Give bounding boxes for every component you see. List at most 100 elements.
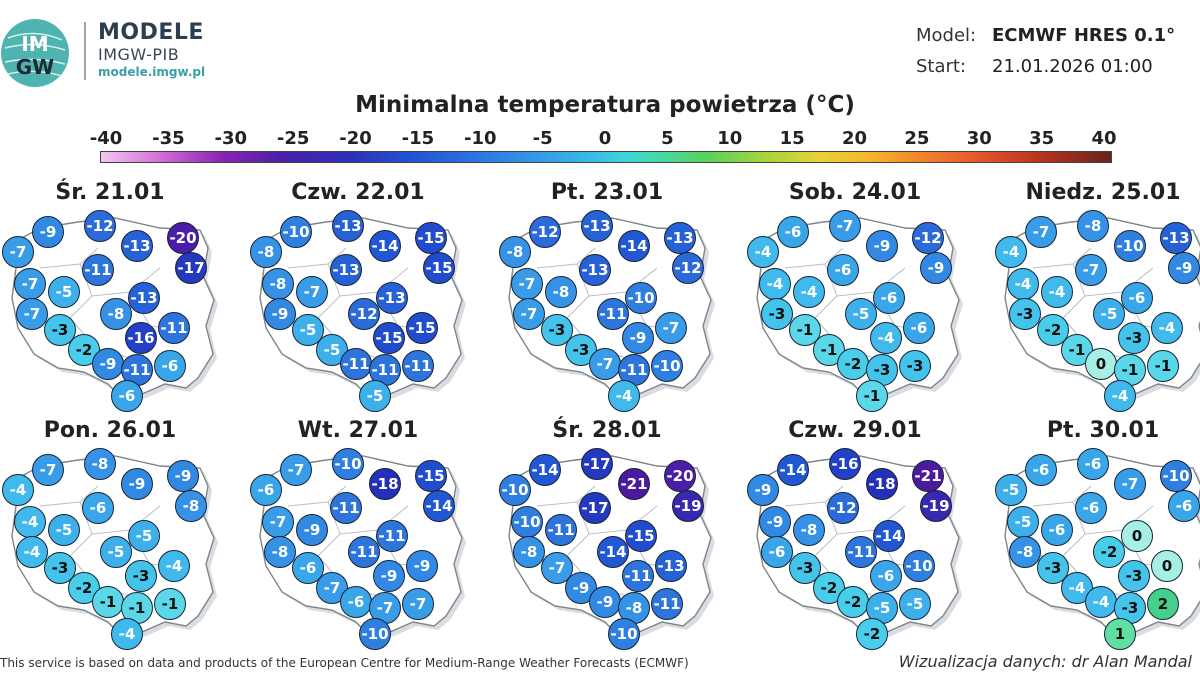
station-temperature: -10 [332,448,364,480]
station-temperature: -8 [1077,210,1109,242]
station-temperature: -11 [402,350,434,382]
station-temperature: -1 [856,380,888,412]
station-temperature: -4 [1151,312,1183,344]
colorbar-tick: 25 [904,128,930,149]
station-temperature: -5 [359,380,391,412]
station-temperature: -20 [167,222,199,254]
station-temperature: -13 [330,254,362,286]
colorbar-tick: -5 [532,128,553,149]
station-temperature: -1 [1147,350,1179,382]
station-temperature: -4 [747,236,779,268]
colorbar-tick: -35 [152,128,185,149]
panel-date: Wt. 27.01 [297,418,419,443]
forecast-panel: Pon. 26.01 -7 -8 -9 -4 -9 -8 -6 -4 -5 -5 -4 -5 -3 -3 -4… [0,418,240,658]
station-temperature: -14 [777,454,809,486]
station-temperature: -3 [1114,592,1146,624]
station-temperature: -5 [48,276,80,308]
station-temperature: -6 [111,380,143,412]
station-temperature: -4 [793,276,825,308]
station-temperature: -4 [1085,586,1117,618]
station-temperature: -21 [912,460,944,492]
station-temperature: -6 [340,586,372,618]
panel-date: Niedz. 25.01 [1025,180,1181,205]
colorbar-tick: 15 [779,128,805,149]
station-temperature: -8 [499,236,531,268]
station-temperature: -7 [280,454,312,486]
station-temperature: -10 [651,350,683,382]
station-temperature: -6 [873,282,905,314]
station-temperature: -4 [608,380,640,412]
station-temperature: -3 [899,350,931,382]
station-temperature: -3 [1009,298,1041,330]
station-temperature: -17 [175,252,207,284]
colorbar-tick: -15 [401,128,435,149]
station-temperature: -7 [511,268,543,300]
station-temperature: -4 [1041,276,1073,308]
station-temperature: -8 [262,268,294,300]
station-temperature: -13 [664,222,696,254]
station-temperature: -17 [581,448,613,480]
station-temperature: -9 [121,468,153,500]
station-temperature: -12 [529,216,561,248]
start-label: Start: [916,56,967,77]
colorbar-tick: 5 [661,128,674,149]
station-temperature: -6 [82,492,114,524]
station-temperature: -6 [250,474,282,506]
station-temperature: 2 [1147,588,1179,620]
station-temperature: -10 [1114,230,1146,262]
station-temperature: -12 [84,210,116,242]
station-temperature: -5 [845,298,877,330]
station-temperature: -4 [995,236,1027,268]
station-temperature: -10 [280,216,312,248]
station-temperature: -15 [415,222,447,254]
colorbar [100,151,1112,163]
panel-date: Śr. 21.01 [55,180,165,205]
station-temperature: -10 [608,618,640,650]
forecast-panel: Czw. 29.01 -14 -16 -21 -9 -18 -19 -12 -9 -8 -14 -6-… [745,418,985,658]
station-temperature: -6 [827,254,859,286]
station-temperature: -6 [761,536,793,568]
footer-author: Wizualizacja danych: dr Alan Mandal [898,652,1192,671]
station-temperature: -14 [369,230,401,262]
station-temperature: -12 [348,298,380,330]
imgw-logo-icon: IM GW [1,19,69,87]
station-temperature: -11 [348,536,380,568]
station-temperature: -8 [100,298,132,330]
station-temperature: -13 [579,254,611,286]
station-temperature: -14 [529,454,561,486]
station-temperature: -5 [128,520,160,552]
station-temperature: -4 [870,322,902,354]
station-temperature: -7 [32,454,64,486]
station-temperature: -10 [359,618,391,650]
station-temperature: -9 [406,550,438,582]
station-temperature: -8 [545,276,577,308]
forecast-panel: Śr. 28.01 -14 -17 -20 -10 -21 -19 -17 -10 -11 -15-… [497,418,737,658]
station-temperature: -11 [597,298,629,330]
colorbar-tick: -10 [463,128,497,149]
station-temperature: -11 [545,514,577,546]
panel-date: Czw. 29.01 [788,418,922,443]
station-temperature: -4 [111,618,143,650]
station-temperature: -6 [154,350,186,382]
station-temperature: -1 [92,586,124,618]
station-temperature: -7 [262,506,294,538]
forecast-panel: Pt. 30.01 -6 -6 -10 -5 -7 -6 -6 -5 -6 0 -8 -2 -3 -3 0 -4… [993,418,1200,658]
station-temperature: -2 [1093,536,1125,568]
station-temperature: -13 [121,230,153,262]
colorbar-tick: 40 [1091,128,1117,149]
station-temperature: -14 [618,230,650,262]
panel-date: Pon. 26.01 [43,418,177,443]
station-temperature: -15 [423,252,455,284]
station-temperature: -5 [899,588,931,620]
station-temperature: -9 [589,586,621,618]
station-temperature: 0 [1085,348,1117,380]
station-temperature: -11 [622,560,654,592]
station-temperature: -6 [1075,492,1107,524]
station-temperature: -4 [16,536,48,568]
station-temperature: -8 [250,236,282,268]
station-temperature: -10 [511,506,543,538]
forecast-panel: Śr. 21.01 -9 -12 -20 -7 -13 -17 -11 -7 -5 -13 -7 -8-… [0,180,240,420]
station-temperature: -9 [92,348,124,380]
station-temperature: -18 [369,468,401,500]
brand-url-link[interactable]: modele.imgw.pl [98,65,206,79]
